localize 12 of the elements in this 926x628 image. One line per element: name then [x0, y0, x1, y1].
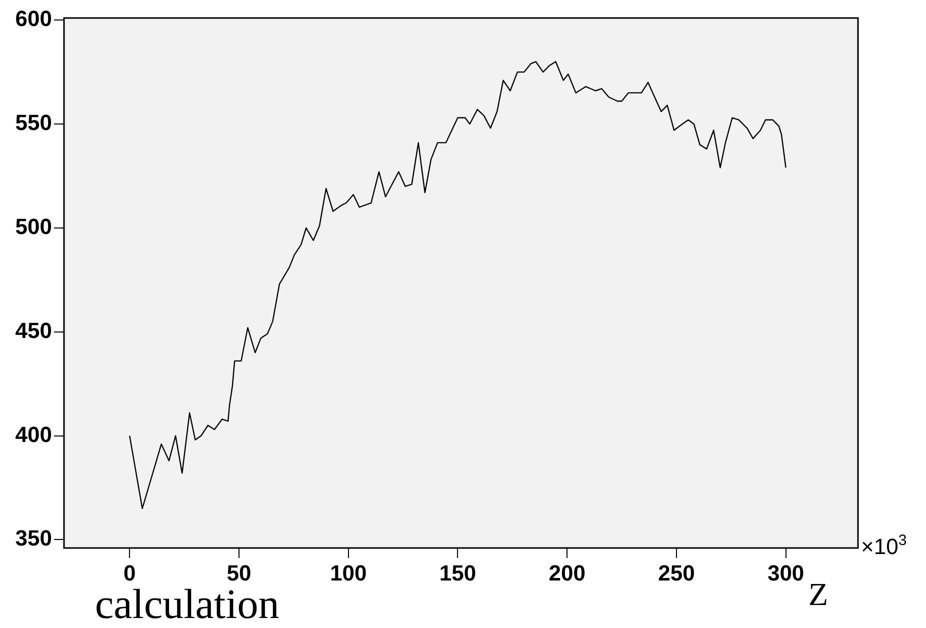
- x-tick-label: 250: [658, 560, 695, 586]
- x-tick-label: 200: [548, 560, 586, 586]
- y-tick-label: 350: [15, 526, 52, 551]
- x-tick-label: 150: [439, 560, 476, 586]
- y-tick-label: 550: [15, 110, 52, 136]
- y-tick-label: 600: [15, 6, 52, 32]
- x-tick-label: 100: [330, 560, 367, 586]
- x-axis-title: Z: [808, 576, 828, 612]
- y-tick-label: 400: [15, 422, 52, 447]
- y-tick-label: 450: [15, 318, 52, 343]
- x-tick-label: 300: [767, 560, 804, 586]
- y-tick-label: 500: [15, 214, 52, 239]
